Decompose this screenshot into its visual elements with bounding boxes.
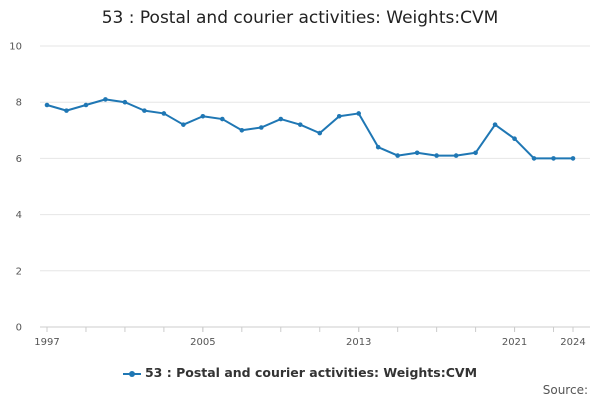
data-point[interactable] [570,156,576,161]
data-point[interactable] [512,136,517,142]
x-tick-label: 2024 [560,337,585,348]
x-tick-label: 2005 [190,337,215,348]
data-point[interactable] [453,153,459,158]
x-axis-labels: 1997 2005 2013 2021 2024 [34,337,585,348]
y-tick-label: 10 [9,42,22,53]
data-point[interactable] [220,116,225,122]
series-layer [44,97,576,161]
data-point[interactable] [122,99,128,105]
data-point[interactable] [434,153,439,158]
data-point[interactable] [551,156,556,161]
data-point[interactable] [356,111,362,116]
data-point[interactable] [239,128,245,133]
y-tick-label: 2 [16,266,22,277]
data-point[interactable] [181,122,186,127]
data-point[interactable] [492,122,498,127]
source-label: Source: [542,383,588,397]
legend-line-marker-icon [122,369,141,379]
y-tick-label: 4 [16,210,22,221]
data-point[interactable] [531,156,537,161]
data-point[interactable] [278,116,284,122]
y-tick-label: 6 [16,154,22,165]
data-point[interactable] [44,102,50,108]
gridlines [40,45,590,272]
y-tick-label: 8 [16,98,22,109]
data-point[interactable] [103,97,108,102]
data-point[interactable] [161,111,167,116]
data-point[interactable] [395,153,400,158]
data-point[interactable] [83,102,89,108]
x-tick-label: 2013 [346,337,371,348]
x-tick-label: 1997 [34,337,59,348]
data-point[interactable] [64,108,69,113]
data-point[interactable] [258,125,264,130]
legend-label: 53 : Postal and courier activities: Weig… [144,365,478,380]
series-line [46,98,573,160]
y-axis: 0 2 4 6 8 10 [9,42,22,334]
data-point[interactable] [200,113,206,119]
data-point[interactable] [375,144,381,150]
y-tick-label: 0 [16,323,22,334]
x-tick-label: 2021 [502,337,527,348]
data-point[interactable] [473,150,478,156]
legend[interactable]: 53 : Postal and courier activities: Weig… [0,365,600,380]
x-axis [40,326,590,332]
data-point[interactable] [414,150,420,156]
data-point[interactable] [317,130,323,136]
chart-title: 53 : Postal and courier activities: Weig… [101,8,499,28]
data-point[interactable] [336,113,342,119]
data-point[interactable] [297,122,303,127]
data-point[interactable] [142,108,147,113]
